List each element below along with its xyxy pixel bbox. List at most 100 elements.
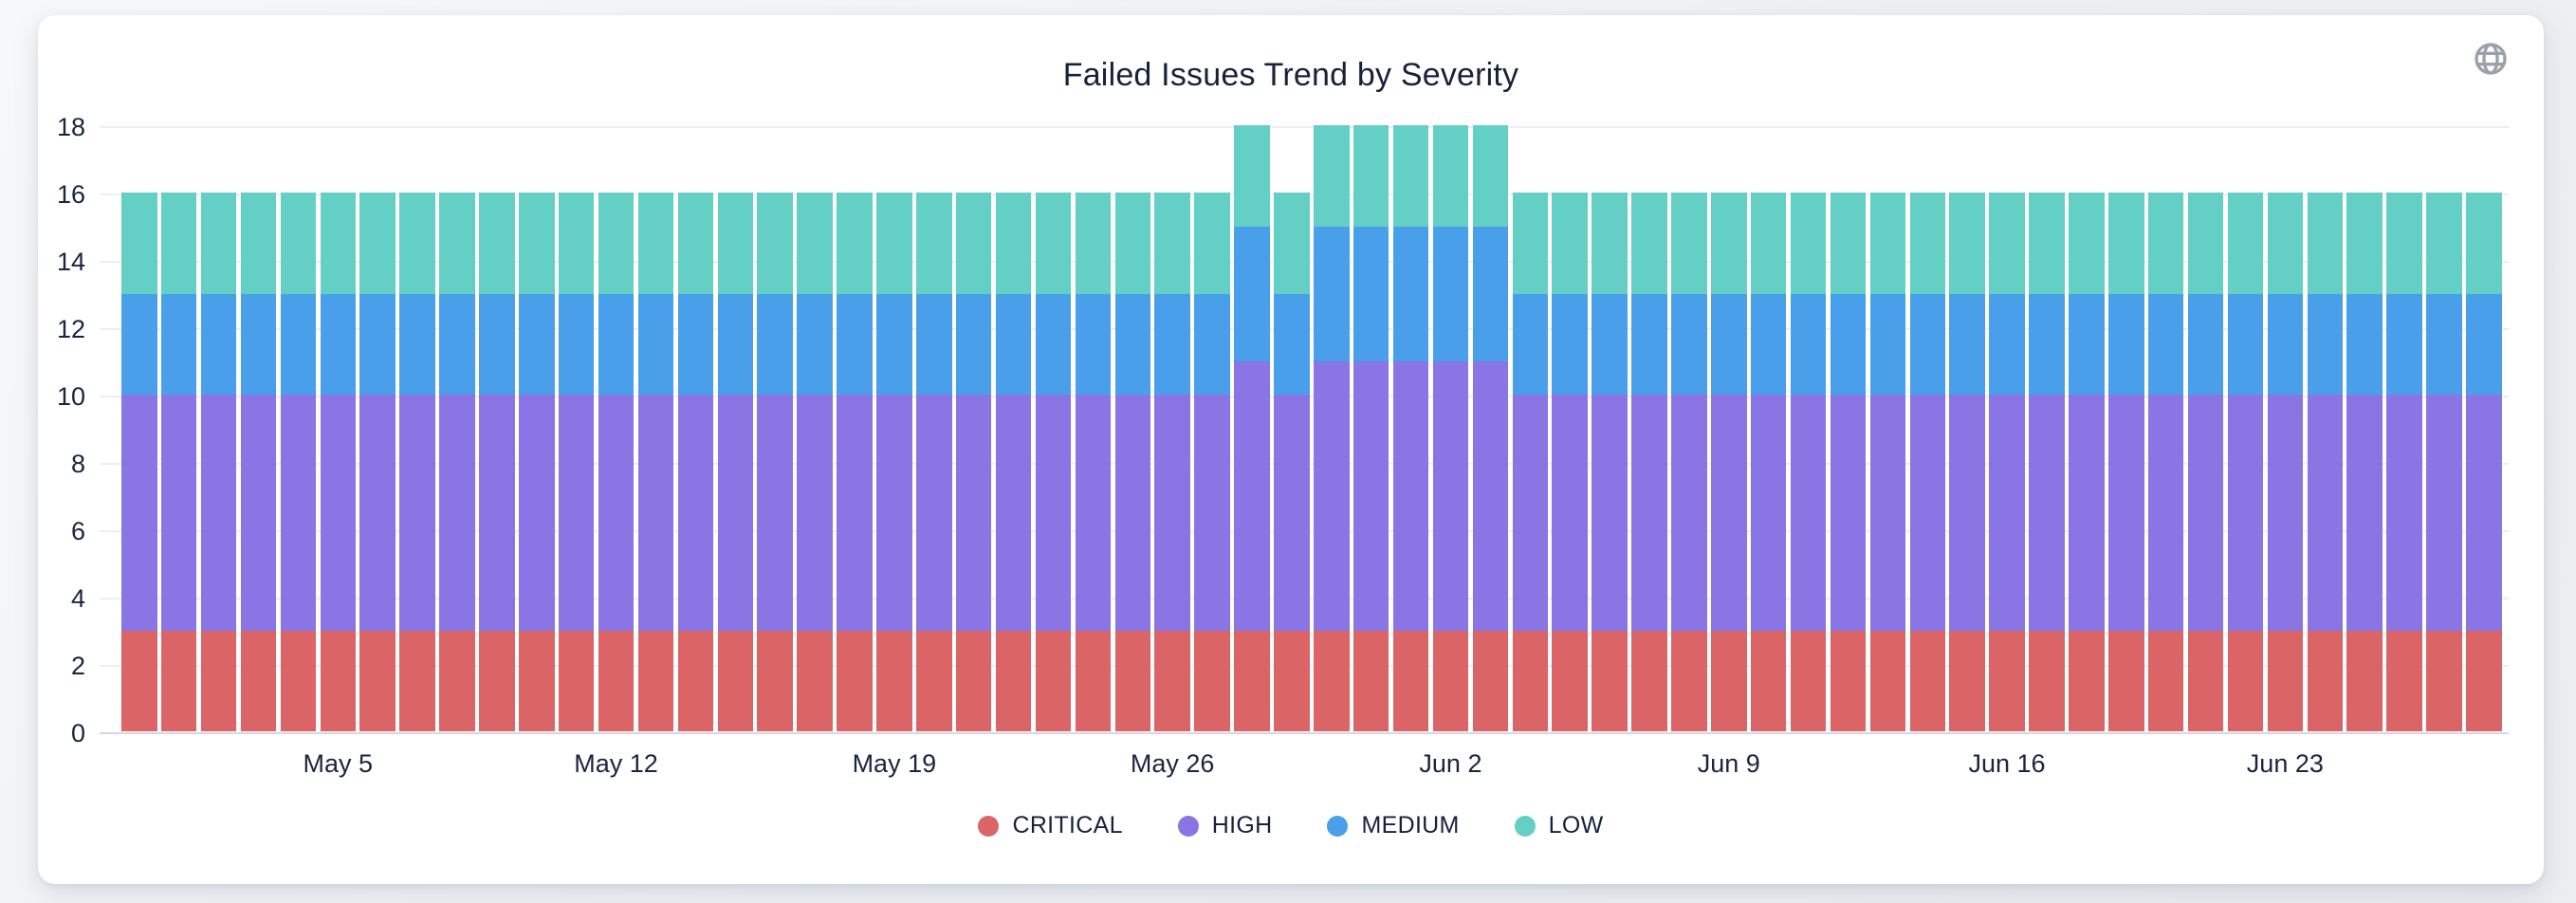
bar-jun-27[interactable]	[2426, 193, 2462, 731]
bar-may-31[interactable]	[1352, 125, 1389, 731]
bar-jun-1[interactable]	[1392, 125, 1429, 731]
bar-may-26[interactable]	[1154, 193, 1190, 731]
legend-item-critical[interactable]: CRITICAL	[978, 812, 1122, 839]
segment-critical	[1869, 630, 1906, 731]
bar-may-13[interactable]	[637, 193, 674, 731]
bar-may-3[interactable]	[240, 193, 277, 731]
segment-medium	[2227, 293, 2264, 395]
bar-may-14[interactable]	[677, 193, 714, 731]
legend-label-low: LOW	[1548, 812, 1604, 838]
y-axis-label-4: 4	[70, 584, 85, 613]
bar-may-17[interactable]	[797, 193, 833, 731]
bar-jun-17[interactable]	[2029, 193, 2065, 731]
segment-medium	[200, 293, 237, 395]
bar-jun-18[interactable]	[2069, 193, 2105, 731]
bar-jun-11[interactable]	[1790, 193, 1827, 731]
bar-may-23[interactable]	[1035, 193, 1072, 731]
bar-jun-4[interactable]	[1512, 193, 1548, 731]
segment-high	[2108, 395, 2144, 631]
globe-icon[interactable]	[2472, 40, 2510, 78]
bar-apr-30[interactable]	[121, 193, 157, 731]
segment-low	[2267, 193, 2304, 294]
segment-critical	[2346, 630, 2383, 731]
bar-may-8[interactable]	[439, 193, 475, 731]
bar-jun-26[interactable]	[2386, 193, 2422, 731]
bar-may-30[interactable]	[1314, 125, 1350, 731]
bar-jun-25[interactable]	[2346, 193, 2383, 731]
bar-may-28[interactable]	[1234, 125, 1270, 731]
legend-item-low[interactable]: LOW	[1514, 812, 1604, 839]
segment-low	[200, 193, 237, 294]
bar-jun-12[interactable]	[1830, 193, 1867, 731]
bar-jun-14[interactable]	[1909, 193, 1945, 731]
segment-critical	[399, 630, 435, 731]
segment-high	[717, 395, 753, 631]
segment-critical	[240, 630, 277, 731]
bar-may-5[interactable]	[320, 193, 356, 731]
bar-jun-7[interactable]	[1631, 193, 1667, 731]
legend-label-medium: MEDIUM	[1361, 812, 1460, 838]
bar-jun-21[interactable]	[2187, 193, 2224, 731]
legend-item-medium[interactable]: MEDIUM	[1327, 812, 1459, 839]
segment-critical	[1552, 630, 1588, 731]
bar-jun-9[interactable]	[1711, 193, 1747, 731]
segment-critical	[757, 630, 793, 731]
bar-may-18[interactable]	[837, 193, 873, 731]
bar-may-6[interactable]	[359, 193, 396, 731]
bar-jun-22[interactable]	[2227, 193, 2264, 731]
bar-may-9[interactable]	[479, 193, 515, 731]
segment-critical	[1750, 630, 1787, 731]
bar-jun-8[interactable]	[1671, 193, 1707, 731]
bar-may-2[interactable]	[200, 193, 237, 731]
bar-jun-20[interactable]	[2147, 193, 2184, 731]
bar-may-20[interactable]	[916, 193, 952, 731]
bar-may-1[interactable]	[160, 193, 197, 731]
bar-jun-23[interactable]	[2267, 193, 2304, 731]
bar-may-24[interactable]	[1075, 193, 1112, 731]
bar-may-21[interactable]	[955, 193, 992, 731]
bar-may-7[interactable]	[399, 193, 435, 731]
segment-high	[876, 395, 912, 631]
segment-low	[1075, 193, 1112, 294]
segment-low	[280, 193, 317, 294]
segment-low	[1592, 193, 1628, 294]
segment-high	[1949, 395, 1985, 631]
bar-jun-16[interactable]	[1989, 193, 2025, 731]
bar-jun-6[interactable]	[1592, 193, 1628, 731]
bar-jun-24[interactable]	[2307, 193, 2343, 731]
bar-jun-5[interactable]	[1552, 193, 1588, 731]
bar-may-22[interactable]	[995, 193, 1032, 731]
segment-low	[995, 193, 1032, 294]
bar-jun-13[interactable]	[1869, 193, 1906, 731]
bar-may-19[interactable]	[876, 193, 912, 731]
segment-medium	[1114, 293, 1150, 395]
y-axis-label-16: 16	[56, 180, 85, 209]
bar-may-10[interactable]	[519, 193, 555, 731]
bar-may-15[interactable]	[717, 193, 753, 731]
segment-low	[439, 193, 475, 294]
bar-may-12[interactable]	[598, 193, 635, 731]
segment-high	[1711, 395, 1747, 631]
bar-jun-19[interactable]	[2108, 193, 2144, 731]
segment-critical	[677, 630, 714, 731]
segment-high	[240, 395, 277, 631]
bar-may-29[interactable]	[1274, 193, 1310, 731]
bar-may-11[interactable]	[558, 193, 595, 731]
bar-jun-15[interactable]	[1949, 193, 1985, 731]
segment-critical	[598, 630, 635, 731]
legend-item-high[interactable]: HIGH	[1177, 812, 1273, 839]
segment-high	[519, 395, 555, 631]
bar-may-16[interactable]	[757, 193, 793, 731]
segment-medium	[876, 293, 912, 395]
segment-low	[2307, 193, 2343, 294]
chart-card: Failed Issues Trend by Severity 0 2 4 6 8 10 1…	[38, 15, 2544, 884]
bar-jun-3[interactable]	[1472, 125, 1509, 731]
bar-jun-2[interactable]	[1432, 125, 1469, 731]
y-axis-label-2: 2	[70, 652, 85, 680]
segment-high	[280, 395, 317, 631]
bar-may-27[interactable]	[1194, 193, 1230, 731]
bar-jun-28[interactable]	[2466, 193, 2502, 731]
bar-may-4[interactable]	[280, 193, 317, 731]
bar-jun-10[interactable]	[1750, 193, 1787, 731]
bar-may-25[interactable]	[1114, 193, 1150, 731]
